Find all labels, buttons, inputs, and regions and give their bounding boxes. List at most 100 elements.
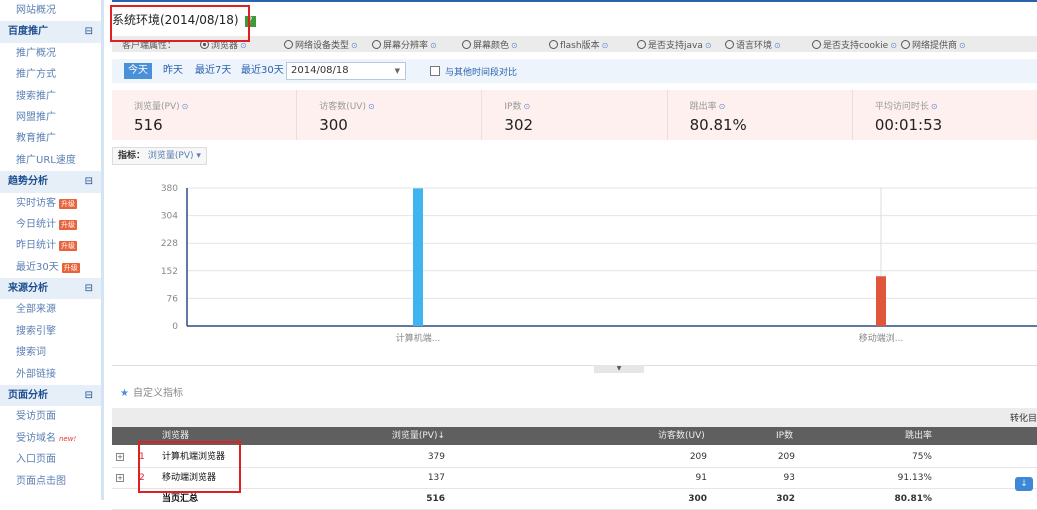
sidebar-item[interactable]: 页面点击图 <box>0 471 101 492</box>
metric-label-text: 浏览量(PV) <box>134 102 180 112</box>
metrics-panel: 浏览量(PV) ⊙ 516 访客数(UV) ⊙ 300 IP数 ⊙ 302 跳出率 ⊙ 80.81% 平… <box>112 90 1037 140</box>
upgrade-badge: 升级 <box>59 241 77 252</box>
date-bar: 今天 昨天 最近7天 最近30天 2014/08/18 ▼ 与其他时间段对比 <box>112 59 1037 83</box>
attribute-option-label: 屏幕颜色 <box>473 41 510 51</box>
sidebar-item[interactable]: 网盟推广 <box>0 107 101 128</box>
sidebar-section-header[interactable]: 页面分析 ⊟ <box>0 385 101 407</box>
collapse-icon[interactable]: ⊟ <box>84 26 93 38</box>
col-uv[interactable]: 访客数(UV) <box>658 431 705 441</box>
sidebar-item[interactable]: 外部链接 <box>0 364 101 385</box>
sidebar-section-header[interactable]: 来源分析 ⊟ <box>0 278 101 300</box>
sidebar-item[interactable]: 搜索引擎 <box>0 321 101 342</box>
help-icon[interactable]: ⊙ <box>351 41 358 50</box>
attribute-option-radio[interactable]: flash版本 ⊙ <box>549 38 608 51</box>
help-icon[interactable]: ⊙ <box>718 102 726 111</box>
date-7days-button[interactable]: 最近7天 <box>195 65 232 76</box>
browser-name[interactable]: 计算机端浏览器 <box>162 452 226 462</box>
sidebar-section-header[interactable]: 百度推广 ⊟ <box>0 21 101 43</box>
sidebar-item[interactable]: 受访域名 new! <box>0 428 101 449</box>
row-index: 1 <box>139 452 145 462</box>
metric-label-text: IP数 <box>504 102 522 112</box>
sort-down-icon: ↓ <box>437 431 445 441</box>
attribute-option-radio[interactable]: 网络提供商 ⊙ <box>901 38 966 51</box>
attribute-option-label: 语言环境 <box>736 41 773 51</box>
radio-icon <box>725 40 734 49</box>
date-today-button[interactable]: 今天 <box>124 63 152 79</box>
metric-card: IP数 ⊙ 302 <box>482 90 668 140</box>
help-icon[interactable]: ⊙ <box>930 102 938 111</box>
sidebar-section-header[interactable]: 趋势分析 ⊟ <box>0 171 101 193</box>
help-icon[interactable]: ⊙ <box>959 41 966 50</box>
help-icon[interactable]: ⊙ <box>890 41 897 50</box>
help-icon[interactable]: ⊙ <box>774 41 781 50</box>
attribute-option-radio[interactable]: 是否支持cookie ⊙ <box>812 38 897 51</box>
attribute-option-radio[interactable]: 网络设备类型 ⊙ <box>284 38 358 51</box>
help-icon[interactable]: ⊙ <box>601 41 609 50</box>
sidebar-item[interactable]: 网站概况 <box>0 0 101 21</box>
sidebar-item[interactable]: 推广概况 <box>0 43 101 64</box>
sidebar-item[interactable]: 搜索词 <box>0 342 101 363</box>
expand-row-button[interactable]: + <box>116 468 124 489</box>
sidebar-item[interactable]: 受访页面 <box>0 406 101 427</box>
attribute-option-radio[interactable]: 屏幕颜色 ⊙ <box>462 38 518 51</box>
sidebar-item[interactable]: 今日统计 升级 <box>0 214 101 235</box>
date-select[interactable]: 2014/08/18 ▼ <box>286 62 406 80</box>
col-pv[interactable]: 浏览量(PV)↓ <box>391 431 445 441</box>
sidebar-item[interactable]: 搜索推广 <box>0 86 101 107</box>
sidebar-item[interactable]: 昨日统计 升级 <box>0 235 101 256</box>
help-icon[interactable]: ⊙ <box>240 41 247 50</box>
sidebar-item[interactable]: 推广方式 <box>0 64 101 85</box>
collapse-icon[interactable]: ⊟ <box>84 390 93 402</box>
help-icon[interactable]: ⊙ <box>511 41 518 50</box>
cell-uv: 300 <box>688 494 707 504</box>
date-yesterday-button[interactable]: 昨天 <box>163 65 183 76</box>
help-icon[interactable]: ⊙ <box>181 102 189 111</box>
sidebar-item-label: 网盟推广 <box>16 111 56 123</box>
help-icon[interactable]: ? <box>244 16 256 27</box>
metric-card: 平均访问时长 ⊙ 00:01:53 <box>853 90 1037 140</box>
cell-pv: 137 <box>427 473 445 483</box>
sidebar-item-label: 入口页面 <box>16 454 56 466</box>
collapse-icon[interactable]: ⊟ <box>84 283 93 295</box>
metric-label: 访客数(UV) ⊙ <box>319 99 481 112</box>
attribute-option-radio[interactable]: 语言环境 ⊙ <box>725 38 781 51</box>
metric-value: 00:01:53 <box>874 116 943 134</box>
sidebar-item-label: 搜索推广 <box>16 90 56 102</box>
highlight-box <box>110 5 250 42</box>
browser-name[interactable]: 当页汇总 <box>162 494 199 504</box>
scroll-down-button[interactable]: ↓ <box>1015 477 1033 491</box>
y-tick-label: 304 <box>161 212 178 222</box>
date-30days-button[interactable]: 最近30天 <box>241 65 284 76</box>
help-icon[interactable]: ⊙ <box>367 102 375 111</box>
sidebar-item-label: 昨日统计 <box>16 240 56 252</box>
collapse-chart-toggle[interactable]: ▼ <box>594 365 644 373</box>
help-icon[interactable]: ⊙ <box>523 102 531 111</box>
sidebar-item[interactable]: 入口页面 <box>0 449 101 470</box>
help-icon[interactable]: ⊙ <box>704 41 712 50</box>
sidebar-item-label: 最近30天 <box>16 261 59 273</box>
custom-metrics-link[interactable]: ★ 自定义指标 <box>120 388 183 399</box>
help-icon[interactable]: ⊙ <box>430 41 437 50</box>
expand-row-button[interactable]: + <box>116 447 124 468</box>
collapse-icon[interactable]: ⊟ <box>84 176 93 188</box>
sidebar-item[interactable]: 推广URL速度 <box>0 150 101 171</box>
star-icon: ★ <box>120 388 129 399</box>
sidebar-item[interactable]: 最近30天 升级 <box>0 257 101 278</box>
browser-name[interactable]: 移动端浏览器 <box>162 473 217 483</box>
sidebar-item[interactable]: 全部来源 <box>0 299 101 320</box>
col-bounce[interactable]: 跳出率 <box>905 431 933 441</box>
attribute-option-label: 网络设备类型 <box>295 41 350 51</box>
table-header: 浏览器 浏览量(PV)↓ 访客数(UV) IP数 跳出率 <box>112 427 1037 445</box>
sidebar-item[interactable]: 实时访客 升级 <box>0 193 101 214</box>
sidebar-item-label: 推广方式 <box>16 69 56 81</box>
row-index: 2 <box>139 473 145 483</box>
y-tick-label: 152 <box>161 267 178 277</box>
attribute-option-radio[interactable]: 屏幕分辨率 ⊙ <box>372 38 437 51</box>
col-ip[interactable]: IP数 <box>776 431 794 441</box>
indicator-select[interactable]: 指标： 浏览量(PV) ▾ <box>112 147 207 165</box>
sidebar-item[interactable]: 教育推广 <box>0 128 101 149</box>
radio-icon <box>372 40 381 49</box>
cell-pv: 516 <box>426 494 445 504</box>
attribute-option-radio[interactable]: 是否支持java ⊙ <box>637 38 712 51</box>
compare-checkbox[interactable]: 与其他时间段对比 <box>430 65 517 78</box>
